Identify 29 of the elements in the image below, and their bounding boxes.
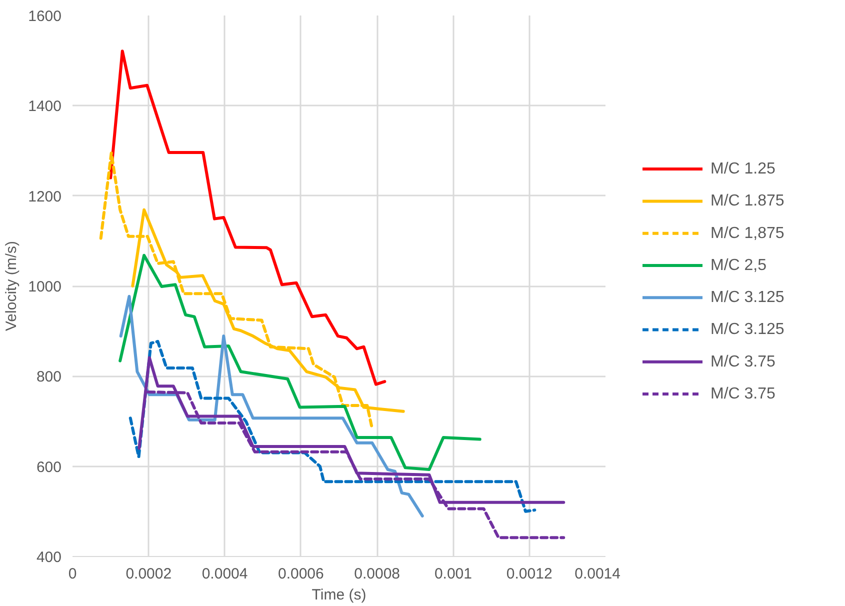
- y-tick-label: 400: [36, 549, 62, 566]
- legend-label: M/C 3.75: [710, 353, 776, 370]
- y-tick-label: 600: [36, 458, 62, 476]
- line-series: [128, 340, 536, 513]
- x-tick-label: 0.0014: [574, 566, 621, 582]
- x-tick-label: 0.0008: [354, 566, 400, 582]
- y-tick-label: 1400: [28, 98, 62, 116]
- x-tick-label: 0.0004: [202, 566, 248, 582]
- legend-label: M/C 3.75: [710, 386, 776, 403]
- line-series: [118, 254, 482, 471]
- y-tick-label: 1600: [28, 8, 62, 25]
- legend-label: M/C 1.875: [710, 192, 784, 210]
- x-axis-title: Time (s): [312, 586, 366, 604]
- x-tick-label: 0.001: [434, 566, 472, 582]
- x-tick-label: 0.0002: [126, 566, 172, 582]
- line-series: [119, 294, 424, 518]
- legend-label: M/C 1,875: [710, 224, 784, 242]
- line-series: [109, 50, 386, 386]
- legend-label: M/C 3.125: [710, 321, 784, 338]
- legend-label: M/C 2,5: [710, 256, 767, 274]
- x-tick-label: 0.0006: [278, 566, 324, 582]
- x-tick-label: 0.0012: [506, 566, 552, 582]
- x-tick-label: 0: [68, 566, 77, 582]
- legend-label: M/C 1.25: [710, 160, 776, 178]
- y-tick-label: 1000: [28, 278, 62, 296]
- legend-label: M/C 3.125: [710, 289, 784, 306]
- y-tick-label: 1200: [28, 188, 62, 206]
- y-axis-title: Velocity (m/s): [3, 240, 20, 332]
- y-tick-label: 800: [36, 368, 62, 386]
